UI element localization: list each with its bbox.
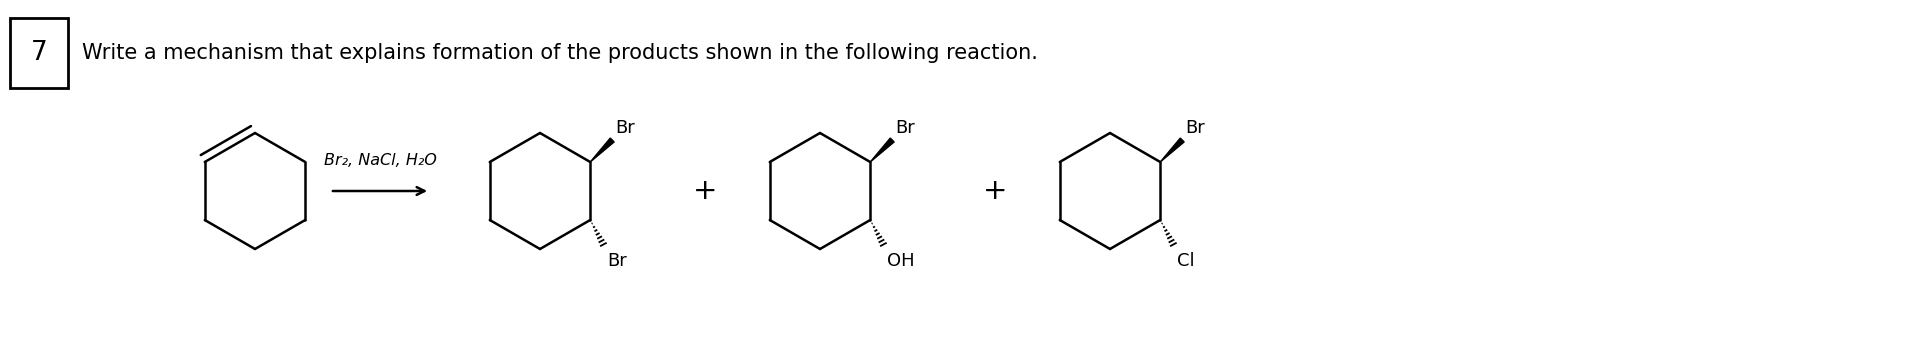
- Text: +: +: [984, 177, 1007, 205]
- Text: Br: Br: [895, 119, 914, 137]
- Text: OH: OH: [888, 252, 914, 270]
- Text: Br: Br: [1185, 119, 1204, 137]
- Text: Br₂, NaCl, H₂O: Br₂, NaCl, H₂O: [323, 153, 436, 168]
- Polygon shape: [1160, 138, 1183, 162]
- Text: Br: Br: [615, 119, 636, 137]
- Text: Cl: Cl: [1178, 252, 1195, 270]
- Polygon shape: [870, 138, 893, 162]
- Polygon shape: [590, 138, 615, 162]
- Text: Write a mechanism that explains formation of the products shown in the following: Write a mechanism that explains formatio…: [83, 43, 1037, 63]
- Text: Br: Br: [607, 252, 626, 270]
- Bar: [10, 18, 67, 88]
- Text: 7: 7: [31, 40, 48, 66]
- Text: +: +: [693, 177, 717, 205]
